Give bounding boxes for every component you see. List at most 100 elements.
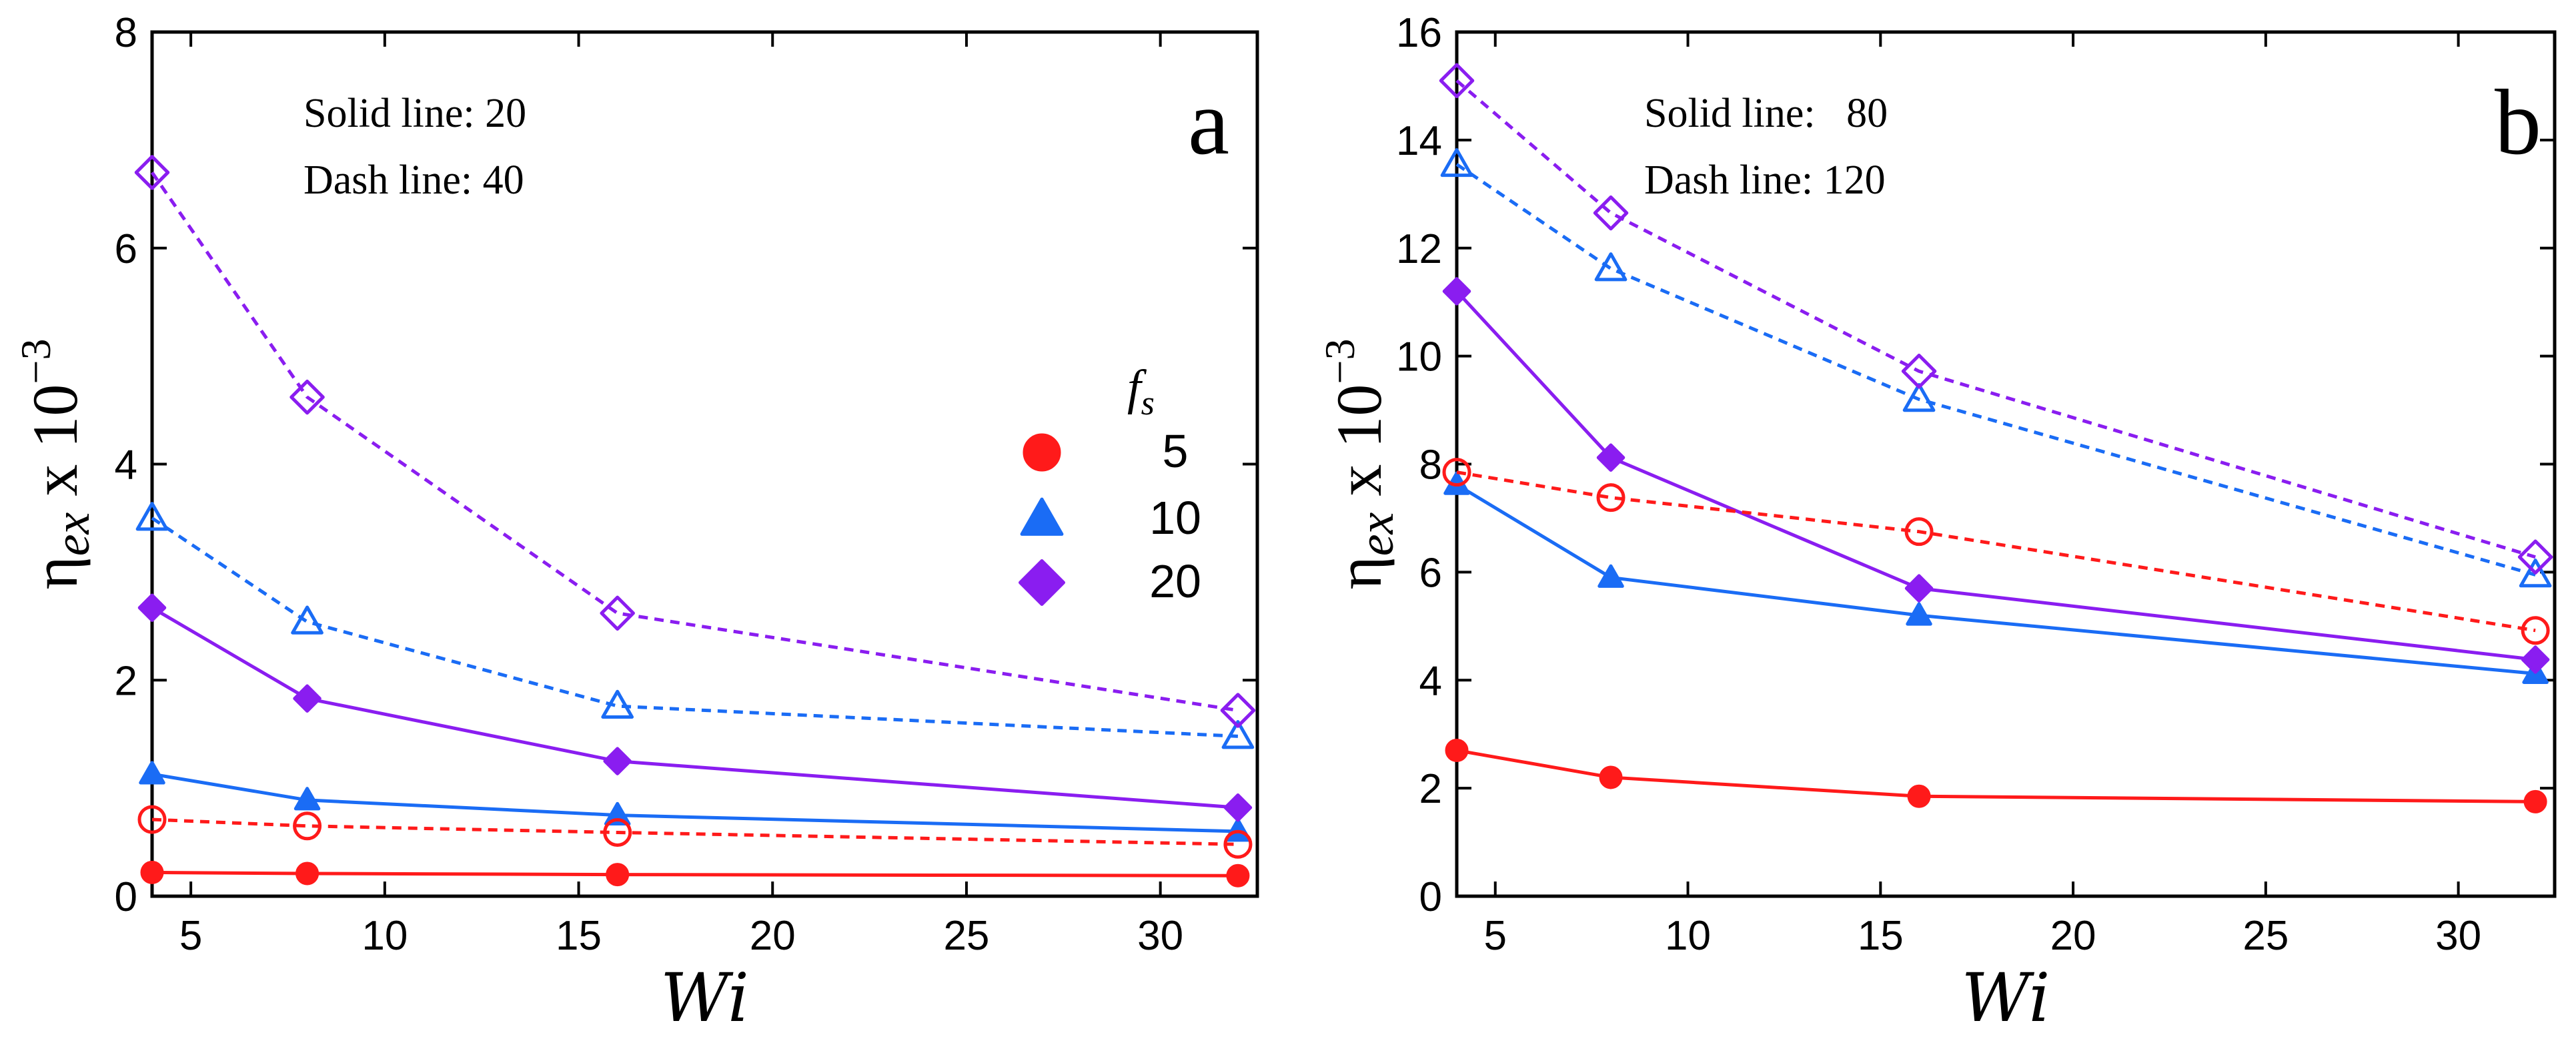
panel-b-series-line bbox=[1456, 749, 2536, 803]
panel-a-data-point bbox=[604, 801, 631, 826]
panel-b-series bbox=[1442, 277, 2550, 674]
panel-a-ytick-label: 6 bbox=[115, 226, 137, 272]
panel-b-ylabel-exponent: −3 bbox=[1316, 339, 1363, 384]
panel-b-data-point bbox=[1907, 784, 1931, 808]
panel-b: 5 10 15 20 25 30 0 2 4 6 8 10 12 14 16 Wi ηex x 10−3 Soli… bbox=[1316, 10, 2557, 1037]
panel-b-data-point bbox=[1439, 63, 1475, 99]
panel-a-series bbox=[137, 805, 1253, 859]
legend-marker bbox=[1019, 559, 1065, 606]
panel-b-data-point bbox=[1597, 564, 1624, 588]
panel-b-xlabel: Wi bbox=[1961, 959, 2050, 1037]
panel-b-xtick-label: 10 bbox=[1665, 913, 1711, 959]
panel-a-series bbox=[137, 593, 1253, 822]
panel-b-data-point bbox=[1904, 517, 1934, 547]
panel-a-ylabel-suffix: x 10 bbox=[19, 384, 91, 512]
panel-a-series-line bbox=[151, 516, 1239, 738]
panel-b-data-point bbox=[1442, 277, 1471, 306]
panel-a-data-point bbox=[601, 689, 634, 719]
panel-b-data-point bbox=[1906, 602, 1932, 626]
panel-b-series-line bbox=[1455, 483, 2536, 676]
panel-b-data-point bbox=[1904, 574, 1934, 603]
panel-b-xtick-label: 15 bbox=[1858, 913, 1904, 959]
panel-b-ytick-label: 14 bbox=[1396, 118, 1442, 164]
panel-b-series bbox=[1440, 147, 2552, 588]
panel-a-data-point bbox=[293, 684, 321, 713]
panel-b-ylabel-symbol: η bbox=[1323, 556, 1395, 589]
panel-a-ylabel-subscript: ex bbox=[45, 512, 100, 556]
panel-a-data-point bbox=[140, 860, 164, 884]
panel-b-series bbox=[1443, 471, 2549, 684]
panel-b-data-point bbox=[1599, 765, 1623, 789]
panel-a-data-point bbox=[137, 805, 167, 834]
panel-a-series bbox=[135, 502, 1255, 749]
panel-b-series-line bbox=[1455, 163, 2536, 577]
panel-a-xtick-label: 20 bbox=[750, 913, 796, 959]
panel-a-data-point bbox=[137, 593, 167, 623]
panel-a-data-point bbox=[603, 747, 632, 775]
legend-title: fs bbox=[1127, 360, 1155, 422]
panel-b-series-line bbox=[1456, 470, 2536, 633]
panel-a-series bbox=[140, 860, 1250, 888]
panel-a-letter: a bbox=[1188, 71, 1229, 174]
panel-a-series bbox=[139, 761, 1251, 842]
panel-b-ytick-label: 16 bbox=[1396, 10, 1442, 56]
panel-a-ytick-label: 0 bbox=[115, 874, 137, 920]
panel-a-legend: fs5 10 20 bbox=[1019, 360, 1201, 607]
panel-a-xtick-label: 15 bbox=[556, 913, 602, 959]
panel-a-data-point bbox=[135, 502, 169, 531]
panel-b-data-point bbox=[1442, 458, 1471, 487]
panel-a-data-point bbox=[1221, 720, 1255, 749]
panel-b-data-point bbox=[1901, 354, 1937, 389]
panel-a-data-point bbox=[293, 811, 322, 841]
legend-label: 10 bbox=[1149, 492, 1201, 544]
panel-b-data-point bbox=[1596, 443, 1626, 472]
legend-label: 20 bbox=[1149, 555, 1201, 607]
panel-b-ylabel-suffix: x 10 bbox=[1323, 384, 1395, 512]
panel-b-data-point bbox=[1596, 483, 1626, 512]
panel-b-series bbox=[1442, 458, 2550, 645]
panel-b-data-point bbox=[2521, 616, 2550, 645]
panel-b-frame bbox=[1455, 30, 2557, 898]
panel-a-data-point bbox=[1226, 863, 1250, 888]
panel-b-annotation: Solid line: 80 bbox=[1644, 91, 1888, 136]
panel-a-ytick-label: 4 bbox=[115, 442, 137, 488]
panel-a-data-point bbox=[134, 155, 170, 190]
panel-a-data-point bbox=[1225, 818, 1251, 842]
panel-a-data-point bbox=[139, 761, 165, 785]
panel-a-ylabel: ηex x 10−3 bbox=[12, 339, 100, 590]
panel-b-data-point bbox=[2521, 645, 2550, 674]
panel-a-data-point bbox=[1220, 693, 1256, 728]
panel-b-data-point bbox=[2519, 559, 2552, 588]
panel-a-series-line bbox=[151, 772, 1238, 833]
panel-b-data-point bbox=[1445, 738, 1469, 762]
panel-b-xtick-label: 20 bbox=[2050, 913, 2096, 959]
panel-b-data-point bbox=[1440, 147, 1473, 178]
panel-a-annotation: Dash line: 40 bbox=[303, 157, 524, 203]
panel-b-data-point bbox=[1902, 383, 1936, 412]
panel-a-data-point bbox=[606, 863, 630, 887]
panel-a-ytick-label: 8 bbox=[115, 10, 137, 56]
panel-b-ylabel: ηex x 10−3 bbox=[1316, 339, 1404, 590]
panel-a-data-point bbox=[289, 379, 325, 415]
panel-b-ytick-label: 2 bbox=[1419, 766, 1442, 812]
panel-b-ytick-label: 10 bbox=[1396, 334, 1442, 380]
panel-a-data-point bbox=[600, 595, 635, 631]
panel-b-xtick-label: 25 bbox=[2242, 913, 2289, 959]
panel-a-xtick-label: 30 bbox=[1137, 913, 1183, 959]
panel-b-xtick-label: 30 bbox=[2435, 913, 2481, 959]
panel-b-ytick-label: 6 bbox=[1419, 550, 1442, 596]
panel-a-ylabel-exponent: −3 bbox=[12, 339, 59, 384]
legend-marker bbox=[1020, 497, 1064, 536]
panel-b-xtick-label: 5 bbox=[1484, 913, 1507, 959]
panel-b-series bbox=[1439, 63, 2553, 575]
panel-a-series-line bbox=[151, 606, 1239, 809]
panel-b-annotation: Dash line: 120 bbox=[1644, 157, 1886, 203]
panel-a-ytick-label: 2 bbox=[115, 658, 137, 704]
panel-b-ylabel-subscript: ex bbox=[1349, 512, 1404, 556]
panel-a-series bbox=[134, 155, 1256, 728]
panel-b-ytick-label: 8 bbox=[1419, 442, 1442, 488]
panel-b-data-point bbox=[1594, 252, 1628, 282]
panel-a-data-point bbox=[291, 605, 324, 635]
panel-a-data-point bbox=[603, 817, 632, 847]
